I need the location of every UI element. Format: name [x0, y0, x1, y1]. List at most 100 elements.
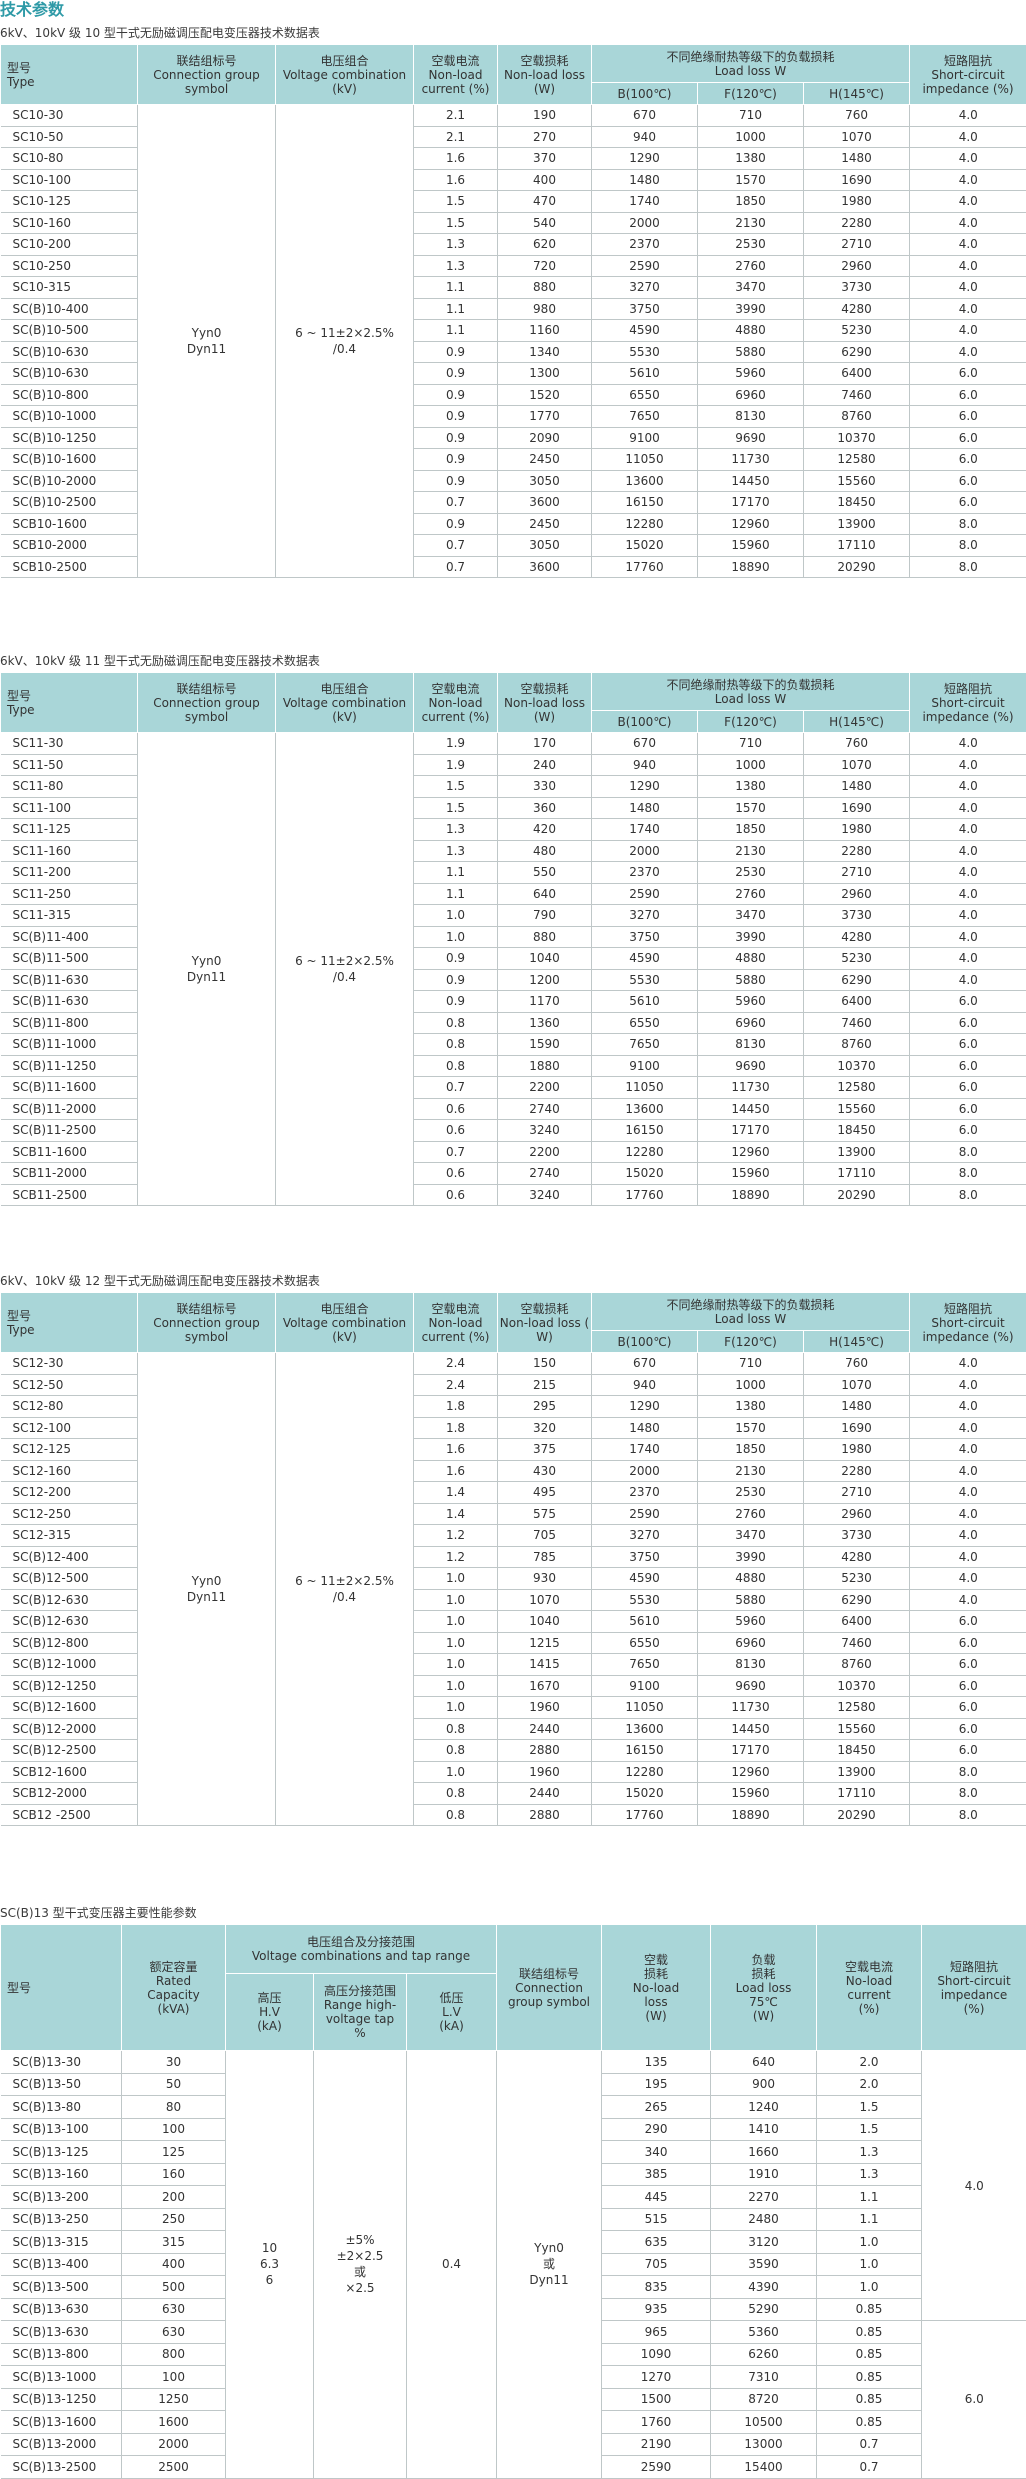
cell-impedance: 4.0	[909, 1589, 1026, 1611]
cell-load-loss: 1240	[710, 2095, 817, 2119]
cell-noload-current: 0.9	[413, 427, 498, 449]
cell-connection: Yyn0 Dyn11	[137, 732, 276, 1206]
cell-type: SC(B)10-1600	[0, 448, 138, 471]
cell-impedance: 6.0	[909, 491, 1026, 514]
cell-load-loss-f: 1850	[697, 190, 804, 213]
cell-load-loss-f: 3990	[697, 298, 804, 320]
col-noload-current: 空载电流 No-load current (%)	[816, 1924, 923, 2051]
cell-load-loss-h: 10370	[802, 1055, 910, 1077]
cell-noload-loss: 1040	[497, 947, 592, 970]
cell-noload-loss: 1960	[497, 1761, 592, 1783]
cell-type: SC12-80	[0, 1395, 138, 1418]
cell-load-loss-f: 6960	[697, 1632, 804, 1654]
cell-noload-loss: 3050	[497, 470, 592, 492]
cell-impedance: 6.0	[909, 1696, 1026, 1719]
cell-load-loss-f: 2130	[697, 840, 804, 862]
cell-type: SC(B)13-630	[0, 2320, 122, 2344]
cell-noload-current: 0.7	[413, 1076, 498, 1099]
table-row: SC(B)11-800 0.8 1360 6550 6960 7460 6.0	[0, 1012, 1026, 1034]
cell-noload-current: 0.85	[816, 2365, 922, 2389]
col-impedance: 短路阻抗 Short-circuit impedance (%)	[909, 1292, 1026, 1353]
cell-load-loss-h: 3730	[802, 1524, 910, 1547]
cell-noload-loss: 620	[497, 233, 592, 256]
cell-noload-loss: 215	[497, 1374, 592, 1396]
cell-noload-current: 1.6	[413, 169, 498, 191]
cell-noload-current: 1.0	[816, 2253, 922, 2276]
cell-noload-loss: 3240	[497, 1184, 592, 1206]
cell-noload-current: 1.1	[816, 2208, 922, 2231]
cell-noload-loss: 320	[497, 1417, 592, 1439]
cell-load-loss: 13000	[710, 2433, 817, 2456]
cell-load-loss-f: 2130	[697, 1460, 804, 1482]
cell-noload-current: 0.8	[413, 1782, 498, 1805]
cell-type: SC11-100	[0, 797, 138, 819]
cell-impedance: 6.0	[909, 1739, 1026, 1762]
cell-noload-loss: 1670	[497, 1675, 592, 1697]
cell-noload-current: 1.0	[816, 2230, 922, 2254]
table-row: SC(B)11-2000 0.6 2740 13600 14450 15560 6.0	[0, 1098, 1026, 1120]
cell-load-loss-h: 1480	[802, 1395, 910, 1418]
cell-noload-current: 1.1	[413, 298, 498, 320]
cell-load-loss-f: 3470	[697, 276, 804, 299]
cell-load-loss-h: 15560	[802, 1718, 910, 1740]
cell-noload-loss: 430	[497, 1460, 592, 1482]
cell-impedance: 4.0	[909, 969, 1026, 991]
cell-noload-current: 0.8	[413, 1055, 498, 1077]
cell-impedance: 4.0	[909, 754, 1026, 776]
cell-load-loss-b: 1480	[591, 797, 698, 819]
cell-type: SC(B)12-1600	[0, 1696, 138, 1719]
cell-type: SC(B)10-1250	[0, 427, 138, 449]
cell-load-loss-b: 7650	[591, 1653, 698, 1676]
cell-load-loss-h: 2960	[802, 883, 910, 905]
cell-noload-loss: 480	[497, 840, 592, 862]
cell-load-loss-h: 1070	[802, 754, 910, 776]
cell-type: SC(B)13-125	[0, 2140, 122, 2164]
col-load-loss-en: Load loss W	[714, 1311, 787, 1326]
cell-noload-current: 0.8	[413, 1012, 498, 1034]
cell-impedance: 4.0	[909, 1503, 1026, 1525]
col-voltage-cn: 电压组合	[320, 681, 369, 696]
cell-load-loss-h: 12580	[802, 1076, 910, 1099]
cell-capacity: 400	[121, 2253, 226, 2276]
cell-noload-current: 1.5	[413, 190, 498, 213]
col-h-class: H(145℃)	[802, 82, 911, 105]
cell-impedance: 8.0	[909, 1141, 1026, 1163]
cell-noload-loss: 445	[601, 2185, 711, 2209]
cell-type: SC12-100	[0, 1417, 138, 1439]
cell-noload-loss: 295	[497, 1395, 592, 1418]
col-load-loss-cn: 不同绝缘耐热等级下的负载损耗	[666, 1297, 835, 1312]
cell-impedance: 4.0	[909, 840, 1026, 862]
cell-type: SC(B)13-800	[0, 2343, 122, 2366]
cell-type: SC10-315	[0, 276, 138, 299]
cell-load-loss: 3590	[710, 2253, 817, 2276]
col-impedance-en: Short-circuit impedance (%)	[922, 67, 1014, 96]
cell-load-loss-h: 8760	[802, 405, 910, 428]
table-row: SC(B)13-160 160 385 1910 1.3	[0, 2163, 1026, 2186]
cell-impedance: 4.0	[909, 1374, 1026, 1396]
cell-load-loss-b: 670	[591, 104, 698, 127]
cell-load-loss-b: 9100	[591, 427, 698, 449]
cell-noload-current: 1.0	[816, 2275, 922, 2299]
cell-type: SC10-50	[0, 126, 138, 148]
cell-noload-current: 0.7	[816, 2455, 922, 2479]
cell-lv: 0.4	[405, 2050, 497, 2479]
cell-noload-loss: 385	[601, 2163, 711, 2186]
cell-noload-current: 1.0	[413, 1653, 498, 1676]
cell-load-loss-f: 6960	[697, 384, 804, 406]
cell-load-loss-b: 1290	[591, 775, 698, 798]
cell-type: SCB10-1600	[0, 513, 138, 535]
cell-impedance: 4.0	[909, 233, 1026, 256]
table-row: SC(B)13-2000 2000 2190 13000 0.7	[0, 2433, 1026, 2456]
cell-noload-loss: 340	[601, 2140, 711, 2164]
cell-load-loss: 5360	[710, 2320, 817, 2344]
cell-load-loss-f: 1570	[697, 169, 804, 191]
cell-load-loss-h: 1980	[802, 818, 910, 841]
cell-impedance: 8.0	[909, 534, 1026, 557]
cell-impedance: 6.0	[921, 2320, 1026, 2479]
cell-impedance: 4.0	[909, 1460, 1026, 1482]
cell-load-loss-h: 8760	[802, 1653, 910, 1676]
col-impedance: 短路阻抗 Short-circuit impedance (%)	[909, 44, 1026, 105]
cell-load-loss-f: 6960	[697, 1012, 804, 1034]
cell-type: SC(B)13-315	[0, 2230, 122, 2254]
cell-voltage: 6 ~ 11±2×2.5% /0.4	[275, 104, 414, 578]
